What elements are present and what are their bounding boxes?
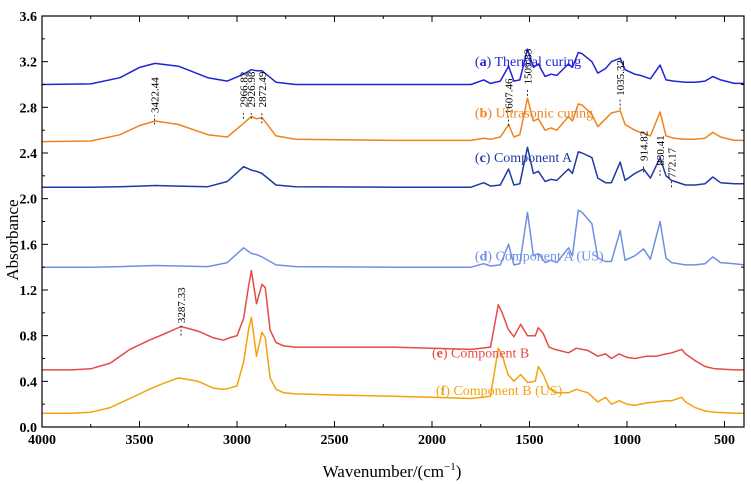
peak-label-1509.83: 1509.83 [523,48,535,84]
series-label-name: ) Ultrasonic curing [487,107,593,122]
series-label-open: ( [436,384,441,399]
peak-label-2966.82: 2966.82 [238,72,250,108]
series-label-name: ) Component B (US) [445,384,562,399]
series-label-letter: f [441,384,446,399]
series-layer [41,48,745,415]
x-tick-label-3500: 3500 [126,433,154,448]
x-axis-title-main: Wavenumber/(cm [323,462,444,481]
series-label-open: ( [432,346,437,361]
series-label-name: ) Thermal curing [487,55,582,70]
series-label-a: (a) Thermal curing [475,55,581,70]
peak-label-772.17: 772.17 [666,147,678,178]
x-tick-label-1000: 1000 [613,433,641,448]
peak-label-914.82: 914.82 [639,131,651,161]
y-tick-label-0.8: 0.8 [20,330,38,345]
x-tick-label-3000: 3000 [223,433,251,448]
peak-label-1607.46: 1607.46 [504,78,516,114]
y-tick-label-0: 0.0 [20,421,38,436]
y-tick-label-2: 2.0 [20,193,38,208]
series-label-letter: e [437,346,443,361]
series-label-b: (b) Ultrasonic curing [475,107,593,122]
series-label-f: (f) Component B (US) [436,384,563,399]
peak-label-3422.44: 3422.44 [150,77,162,113]
y-tick-label-3.6: 3.6 [20,10,38,25]
y-tick-label-2.8: 2.8 [20,101,38,116]
series-label-open: ( [475,55,480,70]
series-label-open: ( [475,151,480,166]
peak-label-1035.32: 1035.32 [615,60,627,96]
peak-label-3287.33: 3287.33 [176,287,188,323]
series-label-letter: b [480,107,488,122]
axes-layer: 4000 3500 3000 2500 2000 1500 1000 500 0.0 0.4 0.8… [20,10,745,448]
series-line-a [41,48,744,86]
peak-label-830.41: 830.41 [655,135,667,165]
series-line-e [42,269,744,371]
peak-label-2926.98: 2926.98 [246,71,258,107]
series-line-c [42,146,744,188]
series-label-layer: (a) Thermal curing(b) Ultrasonic curing(… [432,55,604,399]
series-line-b [41,97,744,143]
series-label-name: ) Component A (US) [487,249,604,264]
series-label-letter: d [480,249,488,264]
series-label-letter: c [480,151,486,166]
series-label-open: ( [475,249,480,264]
x-tick-label-2000: 2000 [418,433,446,448]
series-label-letter: a [480,55,487,70]
x-axis-title-close: ) [456,462,462,481]
x-axis-title: Wavenumber/(cm−1) [323,461,462,481]
y-tick-label-1.2: 1.2 [20,284,38,299]
series-line-d [42,209,745,268]
series-label-e: (e) Component B [432,346,529,361]
x-axis-title-superscript: −1 [444,461,456,473]
series-label-name: ) Component B [443,346,529,361]
series-label-name: ) Component A [486,151,573,166]
y-tick-label-3.2: 3.2 [20,56,38,71]
x-tick-label-1500: 1500 [516,433,544,448]
series-label-c: (c) Component A [475,151,573,166]
x-tick-label-500: 500 [714,433,735,448]
x-tick-label-4000: 4000 [28,433,56,448]
peak-label-2872.49: 2872.49 [257,71,269,107]
x-tick-label-2500: 2500 [321,433,349,448]
plot-frame [41,15,745,428]
y-axis-title: Absorbance [3,199,22,280]
series-label-d: (d) Component A (US) [475,249,604,264]
series-line-f [42,316,744,415]
y-tick-label-2.4: 2.4 [20,147,38,162]
y-tick-label-1.6: 1.6 [20,238,38,253]
y-tick-label-0.4: 0.4 [20,375,38,390]
series-label-open: ( [475,107,480,122]
